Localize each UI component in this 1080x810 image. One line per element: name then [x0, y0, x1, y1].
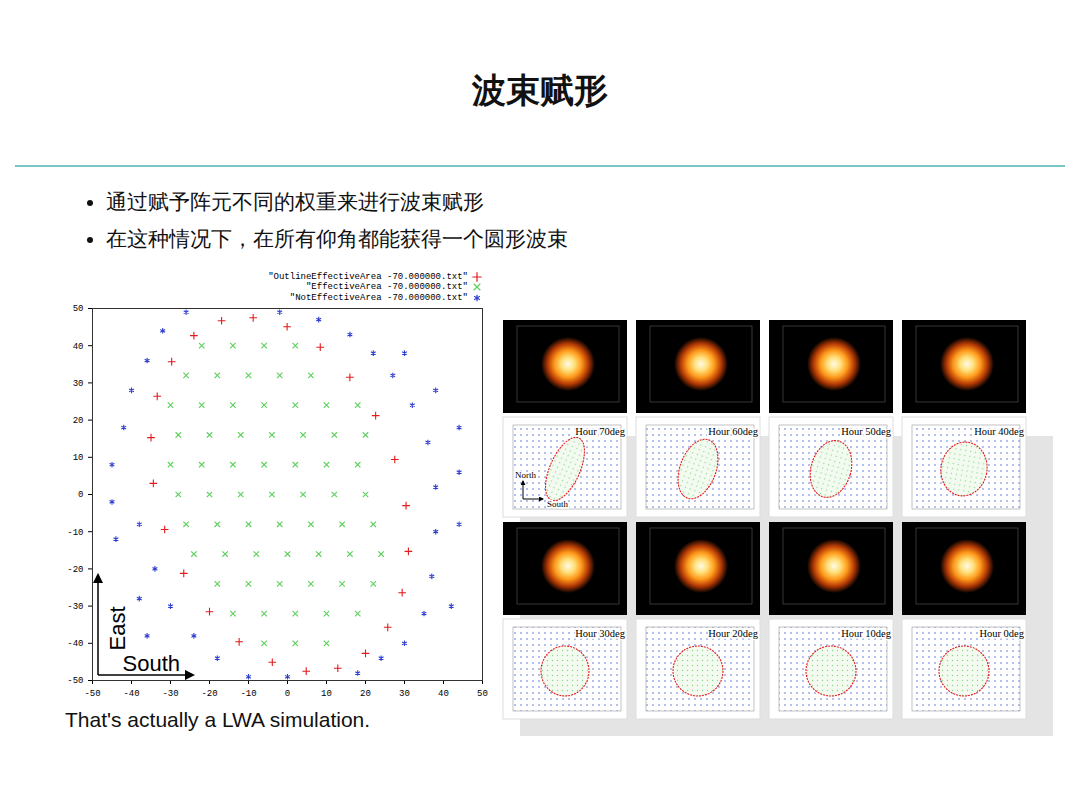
- svg-text:-30: -30: [162, 689, 178, 699]
- svg-text:Hour 20deg: Hour 20deg: [708, 628, 759, 639]
- svg-text:20: 20: [360, 689, 371, 699]
- svg-text:-50: -50: [84, 689, 100, 699]
- svg-text:30: 30: [73, 379, 84, 389]
- svg-text:0: 0: [78, 490, 83, 500]
- svg-text:East: East: [105, 606, 130, 650]
- svg-text:10: 10: [321, 689, 332, 699]
- svg-text:South: South: [123, 651, 181, 676]
- svg-text:Hour 70deg: Hour 70deg: [575, 426, 626, 437]
- html-text:That's actually a LWA simulati: That's actually a LWA simulation.: [65, 708, 371, 731]
- html-text:"OutlineEffectiveArea -70.0000: "OutlineEffectiveArea -70.000000.txt": [268, 272, 468, 283]
- svg-text:-20: -20: [201, 689, 217, 699]
- svg-text:50: 50: [73, 304, 84, 314]
- svg-text:-40: -40: [67, 639, 83, 649]
- svg-text:20: 20: [73, 416, 84, 426]
- svg-text:North: North: [515, 470, 536, 480]
- svg-text:-40: -40: [123, 689, 139, 699]
- svg-text:-30: -30: [67, 602, 83, 612]
- svg-text:Hour 40deg: Hour 40deg: [974, 426, 1025, 437]
- svg-text:South: South: [547, 499, 569, 509]
- svg-text:10: 10: [73, 453, 84, 463]
- svg-text:Hour 60deg: Hour 60deg: [708, 426, 759, 437]
- svg-text:40: 40: [73, 342, 84, 352]
- svg-text:30: 30: [399, 689, 410, 699]
- svg-text:0: 0: [285, 689, 290, 699]
- html-text:在这种情况下，在所有仰角都能获得一个圆形波束: 在这种情况下，在所有仰角都能获得一个圆形波束: [106, 227, 568, 251]
- svg-text:-10: -10: [240, 689, 256, 699]
- html-text:"NotEffectiveArea -70.000000.t: "NotEffectiveArea -70.000000.txt": [289, 293, 468, 304]
- svg-text:-20: -20: [67, 565, 83, 575]
- svg-text:-50: -50: [67, 676, 83, 686]
- svg-text:-10: -10: [67, 528, 83, 538]
- svg-text:40: 40: [438, 689, 449, 699]
- html-text:通过赋予阵元不同的权重来进行波束赋形: 通过赋予阵元不同的权重来进行波束赋形: [106, 190, 484, 214]
- svg-text:Hour 50deg: Hour 50deg: [841, 426, 892, 437]
- html-text:"EffectiveArea -70.000000.txt": "EffectiveArea -70.000000.txt": [306, 282, 468, 293]
- svg-text:Hour 10deg: Hour 10deg: [841, 628, 892, 639]
- svg-text:Hour 30deg: Hour 30deg: [575, 628, 626, 639]
- svg-text:50: 50: [477, 689, 488, 699]
- html-text:波束赋形: 波束赋形: [472, 70, 608, 110]
- svg-text:Hour 0deg: Hour 0deg: [979, 628, 1024, 639]
